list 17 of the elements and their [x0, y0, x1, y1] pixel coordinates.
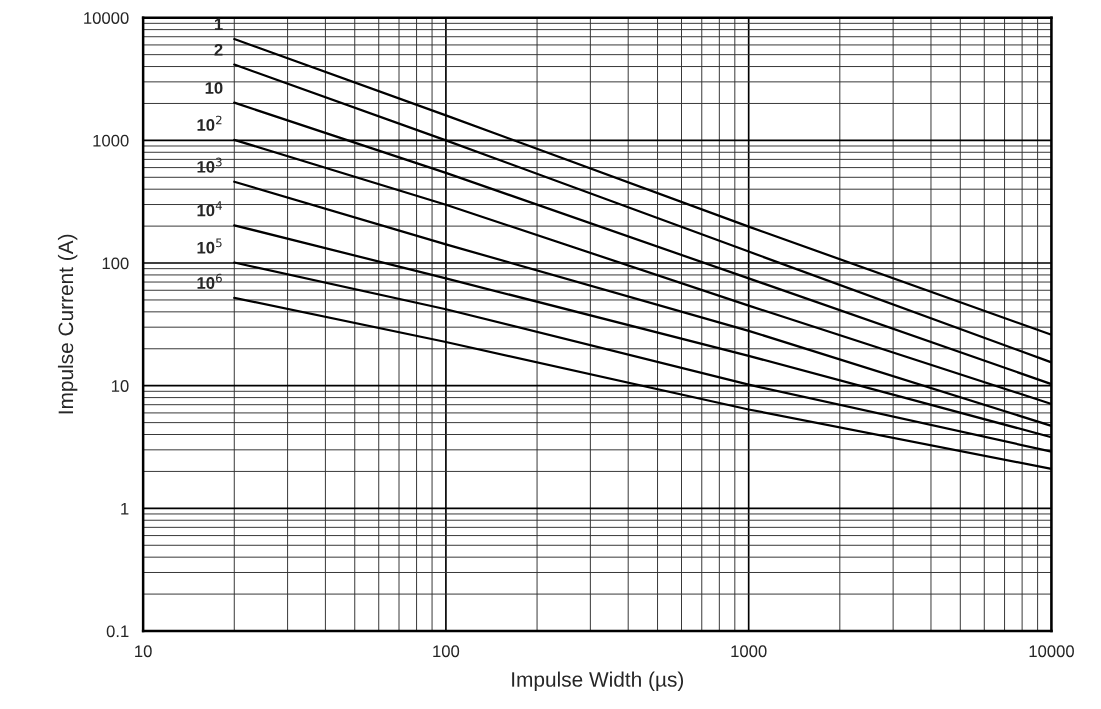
x-tick-label: 1000: [731, 645, 767, 658]
y-axis-title: Impulse Current (A): [57, 234, 78, 414]
x-tick-label: 10: [135, 645, 152, 658]
x-tick-label: 100: [433, 645, 460, 658]
series-label: 10$^{2}$: [197, 115, 222, 131]
y-tick-label: 100: [102, 257, 129, 270]
x-axis-title: Impulse Width (µs): [512, 671, 684, 691]
y-tick-label: 1: [121, 502, 129, 515]
series-label: 10$^{5}$: [197, 238, 222, 254]
series-label: 10$^{6}$: [197, 273, 222, 289]
y-tick-label: 10000: [84, 12, 129, 24]
series-label: 10: [205, 82, 223, 94]
y-tick-label: 1000: [93, 134, 129, 147]
y-tick-label: 0.1: [106, 625, 129, 638]
series-label: 2: [214, 43, 223, 56]
x-tick-label: 10000: [1029, 645, 1074, 658]
y-tick-label: 10: [111, 380, 129, 392]
